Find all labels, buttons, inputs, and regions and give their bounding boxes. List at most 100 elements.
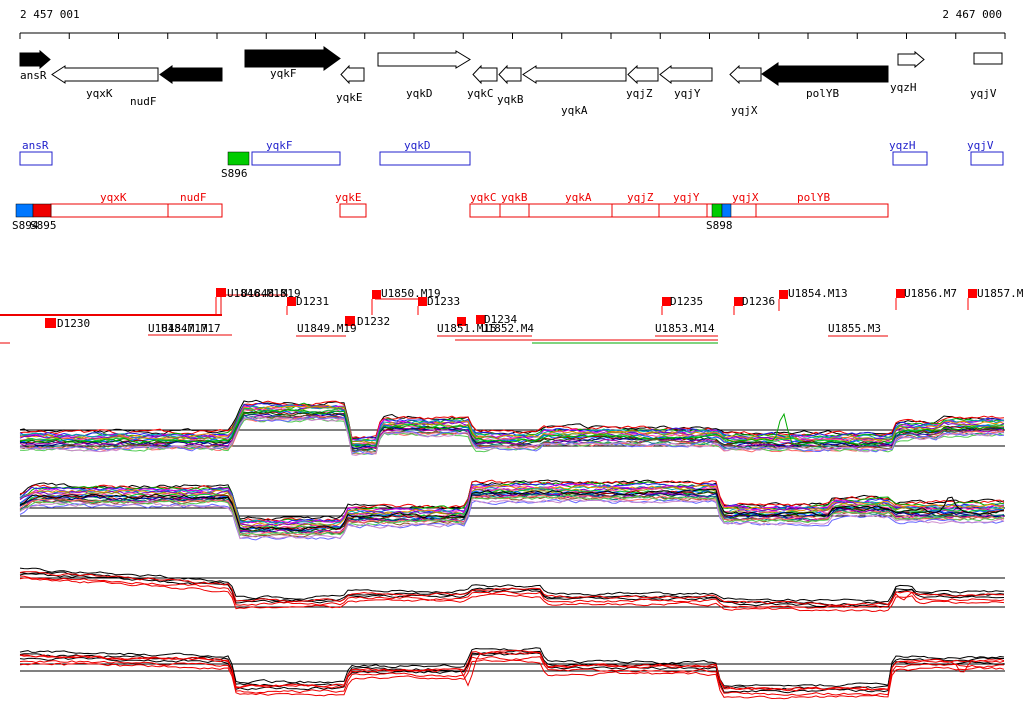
gene-label-yqjY[interactable]: yqjY <box>674 87 701 100</box>
gene-label-yqkA[interactable]: yqkA <box>561 104 588 117</box>
gene-label-yqkB[interactable]: yqkB <box>497 93 524 106</box>
minus-segment-nudF[interactable] <box>167 203 223 218</box>
minus-segment-yqjY[interactable] <box>658 203 708 218</box>
gene-label-nudF[interactable]: nudF <box>130 95 157 108</box>
minus-segment-label-nudF[interactable]: nudF <box>180 191 207 204</box>
plus-segment-label-yqjV[interactable]: yqjV <box>967 139 994 152</box>
plus-segment-ansR[interactable] <box>19 151 53 166</box>
minus-segment-label-yqkE[interactable]: yqkE <box>335 191 362 204</box>
probe-flag[interactable] <box>216 288 226 297</box>
gene-arrow-yqjY[interactable] <box>659 64 713 85</box>
plus-segment-label-ansR[interactable]: ansR <box>22 139 49 152</box>
gene-arrow-yqjZ[interactable] <box>627 64 659 85</box>
gene-arrow-yqzH[interactable] <box>897 50 925 69</box>
minus-segment-yqkA[interactable] <box>528 203 613 218</box>
gene-label-yqkD[interactable]: yqkD <box>406 87 433 100</box>
probe-flag[interactable] <box>734 297 743 306</box>
probe-label[interactable]: D1233 <box>427 295 460 308</box>
gene-label-yqxK[interactable]: yqxK <box>86 87 113 100</box>
marker-cell-S898[interactable] <box>721 203 732 218</box>
gene-arrow-yqxK[interactable] <box>51 65 159 84</box>
gene-label-yqkF[interactable]: yqkF <box>270 67 297 80</box>
marker-label-S896[interactable]: S896 <box>221 167 248 180</box>
gene-label-yqjX[interactable]: yqjX <box>731 104 758 117</box>
minus-segment-label-yqkC[interactable]: yqkC <box>470 191 497 204</box>
gene-arrow-nudF[interactable] <box>159 65 223 84</box>
probe-label[interactable]: U1848.M19 <box>241 287 301 300</box>
marker-label-S894[interactable]: S894 <box>12 219 39 232</box>
gene-arrow-yqkA[interactable] <box>522 65 627 84</box>
minus-segment-label-yqkA[interactable]: yqkA <box>565 191 592 204</box>
plus-segment-label-yqzH[interactable]: yqzH <box>889 139 916 152</box>
minus-segment-label-polYB[interactable]: polYB <box>797 191 830 204</box>
plus-segment-label-yqkD[interactable]: yqkD <box>404 139 431 152</box>
minus-segment-yqkB[interactable] <box>499 203 530 218</box>
plus-segment-yqzH[interactable] <box>892 151 928 166</box>
probe-label[interactable]: U1849.M19 <box>297 322 357 335</box>
probe-label[interactable]: U1851.M15 <box>437 322 497 335</box>
minus-segment-yqjZ[interactable] <box>611 203 660 218</box>
probe-flag[interactable] <box>968 289 977 298</box>
gene-label-yqzH[interactable]: yqzH <box>890 81 917 94</box>
probe-label[interactable]: U1855.M3 <box>828 322 881 335</box>
probe-flag[interactable] <box>418 297 427 306</box>
gene-label-yqkE[interactable]: yqkE <box>336 91 363 104</box>
gene-arrow-polYB[interactable] <box>761 62 889 86</box>
probe-label[interactable]: D1231 <box>296 295 329 308</box>
gene-label-yqjV[interactable]: yqjV <box>970 87 997 100</box>
probe-label[interactable]: D1235 <box>670 295 703 308</box>
gene-arrow-yqkB[interactable] <box>498 64 522 85</box>
gene-arrow-yqkD[interactable] <box>377 50 471 69</box>
probe-flag[interactable] <box>896 289 905 298</box>
gene-label-yqkC[interactable]: yqkC <box>467 87 494 100</box>
minus-segment-label-yqjZ[interactable]: yqjZ <box>627 191 654 204</box>
probe-label[interactable]: U1857.M <box>977 287 1024 300</box>
gene-label-ansR[interactable]: ansR <box>20 69 47 82</box>
plus-segment-yqkF[interactable] <box>251 151 341 166</box>
probe-label[interactable]: U1852.M4 <box>481 322 534 335</box>
probe-label[interactable]: U1846.M18 <box>227 287 287 300</box>
marker-label-S898[interactable]: S898 <box>706 219 733 232</box>
plus-segment-label-yqkF[interactable]: yqkF <box>266 139 293 152</box>
probe-flag[interactable] <box>287 297 296 306</box>
probe-label[interactable]: D1230 <box>57 317 90 330</box>
minus-segment-label-yqxK[interactable]: yqxK <box>100 191 127 204</box>
probe-label[interactable]: U1845.M17 <box>148 322 208 335</box>
gene-arrow-yqkC[interactable] <box>472 64 498 85</box>
minus-segment-yqkE[interactable] <box>339 203 367 218</box>
probe-label[interactable]: U1856.M7 <box>904 287 957 300</box>
probe-flag[interactable] <box>372 290 381 299</box>
probe-flag[interactable] <box>662 297 671 306</box>
probe-label[interactable]: D1236 <box>742 295 775 308</box>
gene-arrow-yqkF[interactable] <box>244 46 341 71</box>
minus-segment-polYB[interactable] <box>755 203 889 218</box>
gene-arrow-ansR[interactable] <box>19 49 51 70</box>
marker-cell-S894[interactable] <box>15 203 34 218</box>
minus-segment-label-yqjY[interactable]: yqjY <box>673 191 700 204</box>
minus-segment-yqkC[interactable] <box>469 203 501 218</box>
probe-label[interactable]: U1854.M13 <box>788 287 848 300</box>
minus-segment-label-yqjX[interactable]: yqjX <box>732 191 759 204</box>
probe-label[interactable]: U1847.M17 <box>161 322 221 335</box>
marker-label-S895[interactable]: S895 <box>30 219 57 232</box>
gene-label-polYB[interactable]: polYB <box>806 87 839 100</box>
probe-label[interactable]: U1853.M14 <box>655 322 715 335</box>
probe-flag[interactable] <box>457 317 466 326</box>
minus-segment-yqxK[interactable] <box>50 203 169 218</box>
probe-label[interactable]: D1234 <box>484 313 517 326</box>
marker-cell-S896[interactable] <box>227 151 250 166</box>
plus-segment-yqjV[interactable] <box>970 151 1004 166</box>
gene-arrow-yqkE[interactable] <box>340 64 365 85</box>
probe-flag[interactable] <box>476 315 485 324</box>
probe-flag[interactable] <box>45 318 56 328</box>
gene-label-yqjZ[interactable]: yqjZ <box>626 87 653 100</box>
gene-arrow-yqjV[interactable] <box>973 52 1003 65</box>
marker-cell-S898[interactable] <box>711 203 723 218</box>
probe-flag[interactable] <box>779 290 788 299</box>
probe-label[interactable]: D1232 <box>357 315 390 328</box>
probe-label[interactable]: U1850.M19 <box>381 287 441 300</box>
gene-arrow-yqjX[interactable] <box>729 64 762 85</box>
probe-flag[interactable] <box>345 316 355 326</box>
minus-segment-label-yqkB[interactable]: yqkB <box>501 191 528 204</box>
marker-cell-S895[interactable] <box>32 203 52 218</box>
